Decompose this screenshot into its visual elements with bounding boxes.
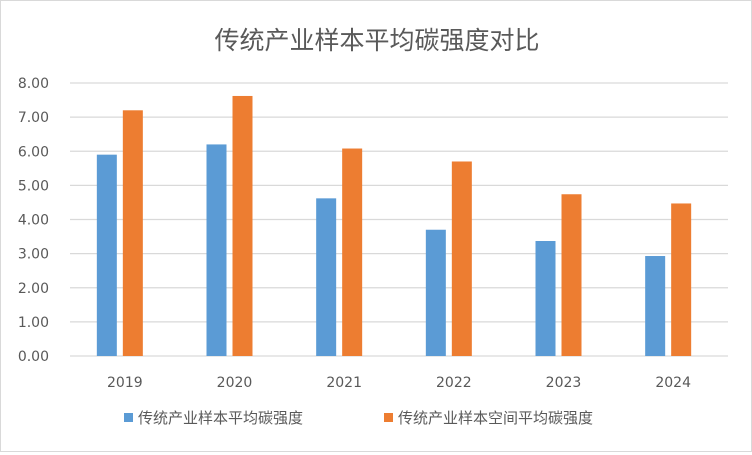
legend-swatch (124, 413, 133, 422)
bar-space-2023 (561, 194, 582, 356)
bar-space-2022 (451, 161, 472, 356)
legend-swatch (384, 413, 393, 422)
x-tick-label: 2022 (436, 375, 472, 391)
bar-space-2024 (671, 203, 692, 356)
bars (96, 95, 692, 356)
bar-sample-2019 (96, 154, 117, 356)
bar-space-2020 (232, 95, 253, 356)
x-tick-label: 2021 (326, 375, 362, 391)
y-axis: 0.00 1.00 2.00 3.00 4.00 5.00 6.00 7.00 8.00 (18, 76, 49, 365)
gridlines (70, 82, 728, 357)
y-tick-label: 6.00 (18, 144, 49, 160)
bar-space-2019 (122, 110, 143, 356)
x-tick-label: 2023 (546, 375, 582, 391)
legend: 传统产业样本平均碳强度 传统产业样本空间平均碳强度 (124, 409, 593, 427)
bar-sample-2020 (206, 144, 227, 356)
y-tick-label: 7.00 (18, 110, 49, 126)
x-tick-label: 2020 (217, 375, 253, 391)
legend-label: 传统产业样本平均碳强度 (138, 409, 303, 427)
bar-sample-2024 (645, 256, 666, 356)
bar-sample-2023 (535, 240, 556, 356)
y-tick-label: 5.00 (18, 178, 49, 194)
y-tick-label: 4.00 (18, 213, 49, 229)
x-tick-label: 2024 (655, 375, 691, 391)
chart-title: 传统产业样本平均碳强度对比 (214, 26, 539, 55)
y-tick-label: 8.00 (18, 76, 49, 92)
y-tick-label: 2.00 (18, 281, 49, 297)
bar-space-2021 (342, 148, 363, 356)
legend-label: 传统产业样本空间平均碳强度 (398, 409, 593, 427)
x-tick-label: 2019 (107, 375, 143, 391)
y-tick-label: 1.00 (18, 315, 49, 331)
x-axis: 2019 2020 2021 2022 2023 2024 (107, 375, 691, 391)
bar-sample-2022 (425, 229, 446, 356)
y-tick-label: 3.00 (18, 247, 49, 263)
bar-sample-2021 (316, 198, 337, 356)
y-tick-label: 0.00 (18, 349, 49, 365)
